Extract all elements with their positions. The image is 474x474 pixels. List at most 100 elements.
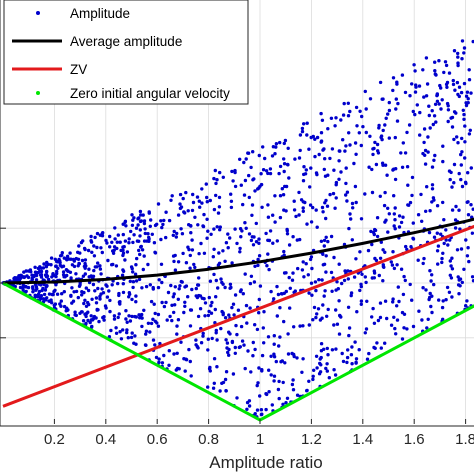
amplitude-point bbox=[392, 224, 396, 228]
amplitude-point bbox=[418, 133, 422, 137]
amplitude-point bbox=[253, 189, 257, 193]
amplitude-point bbox=[291, 271, 295, 275]
amplitude-point bbox=[354, 357, 359, 361]
amplitude-point bbox=[94, 296, 99, 300]
amplitude-point bbox=[69, 276, 73, 280]
amplitude-point bbox=[270, 154, 275, 158]
amplitude-point bbox=[395, 304, 399, 308]
amplitude-point bbox=[164, 210, 168, 214]
amplitude-point bbox=[427, 113, 431, 118]
amplitude-point bbox=[108, 298, 112, 303]
amplitude-point bbox=[215, 365, 219, 369]
amplitude-point bbox=[433, 69, 437, 73]
amplitude-point bbox=[26, 269, 31, 273]
amplitude-point bbox=[218, 170, 222, 175]
amplitude-point bbox=[463, 156, 467, 160]
amplitude-point bbox=[370, 190, 375, 195]
amplitude-point bbox=[394, 97, 398, 101]
amplitude-point bbox=[405, 327, 409, 331]
amplitude-point bbox=[61, 264, 66, 268]
amplitude-point bbox=[138, 252, 142, 257]
amplitude-point bbox=[56, 266, 60, 270]
amplitude-point bbox=[247, 404, 252, 408]
amplitude-point bbox=[239, 235, 243, 239]
amplitude-point bbox=[391, 76, 396, 80]
amplitude-point bbox=[421, 286, 425, 290]
amplitude-point bbox=[150, 232, 154, 236]
amplitude-point bbox=[348, 109, 352, 114]
amplitude-point bbox=[358, 109, 362, 114]
amplitude-point bbox=[282, 169, 286, 174]
amplitude-point bbox=[127, 241, 131, 245]
amplitude-point bbox=[48, 299, 52, 303]
amplitude-point bbox=[257, 254, 262, 258]
x-tick-label: 1.4 bbox=[352, 431, 373, 448]
amplitude-point bbox=[387, 100, 391, 105]
amplitude-point bbox=[286, 352, 291, 356]
amplitude-point bbox=[440, 98, 444, 102]
amplitude-point bbox=[301, 179, 306, 183]
amplitude-point bbox=[22, 275, 26, 280]
amplitude-point bbox=[246, 151, 251, 155]
amplitude-point bbox=[349, 291, 354, 295]
amplitude-point bbox=[118, 300, 122, 304]
amplitude-point bbox=[466, 213, 471, 217]
amplitude-point bbox=[129, 229, 133, 234]
amplitude-point bbox=[283, 138, 288, 143]
amplitude-point bbox=[81, 274, 86, 278]
amplitude-point bbox=[64, 309, 68, 313]
amplitude-point bbox=[337, 177, 341, 181]
amplitude-point bbox=[112, 317, 117, 321]
amplitude-point bbox=[83, 261, 87, 266]
amplitude-point bbox=[314, 354, 319, 358]
amplitude-point bbox=[332, 168, 336, 172]
amplitude-point bbox=[447, 71, 452, 75]
amplitude-point bbox=[172, 292, 176, 296]
amplitude-point bbox=[421, 68, 425, 72]
amplitude-point bbox=[442, 218, 446, 222]
amplitude-point bbox=[300, 268, 305, 272]
amplitude-point bbox=[73, 313, 77, 317]
amplitude-point bbox=[345, 355, 350, 360]
amplitude-point bbox=[296, 266, 300, 271]
amplitude-point bbox=[107, 289, 111, 293]
amplitude-point bbox=[204, 182, 208, 186]
amplitude-point bbox=[292, 325, 296, 329]
amplitude-point bbox=[389, 323, 394, 327]
amplitude-point bbox=[459, 90, 464, 95]
amplitude-point bbox=[80, 293, 84, 297]
x-axis-label: Amplitude ratio bbox=[209, 453, 322, 472]
amplitude-point bbox=[268, 171, 273, 176]
amplitude-point bbox=[278, 306, 282, 310]
amplitude-point bbox=[424, 56, 429, 60]
amplitude-point bbox=[353, 141, 358, 145]
amplitude-point bbox=[281, 402, 285, 406]
amplitude-point bbox=[282, 162, 287, 166]
amplitude-point bbox=[467, 259, 471, 264]
amplitude-point bbox=[359, 217, 364, 221]
amplitude-point bbox=[178, 284, 182, 288]
amplitude-point bbox=[137, 248, 141, 253]
amplitude-point bbox=[125, 328, 129, 332]
amplitude-point bbox=[309, 255, 314, 259]
amplitude-point bbox=[425, 82, 430, 86]
amplitude-point bbox=[395, 119, 400, 123]
amplitude-point bbox=[113, 237, 117, 241]
amplitude-point bbox=[332, 368, 336, 372]
amplitude-point bbox=[354, 152, 358, 156]
amplitude-point bbox=[426, 150, 430, 154]
amplitude-point bbox=[141, 213, 145, 217]
amplitude-point bbox=[121, 328, 125, 332]
amplitude-point bbox=[342, 278, 347, 283]
amplitude-point bbox=[149, 299, 154, 304]
amplitude-point bbox=[178, 202, 182, 206]
amplitude-point bbox=[214, 193, 218, 198]
amplitude-point bbox=[322, 238, 327, 243]
amplitude-point bbox=[346, 114, 351, 118]
amplitude-point bbox=[114, 326, 118, 330]
amplitude-point bbox=[441, 200, 445, 205]
amplitude-point bbox=[31, 290, 35, 294]
amplitude-point bbox=[471, 39, 474, 44]
amplitude-point bbox=[251, 340, 255, 345]
amplitude-point bbox=[172, 229, 176, 234]
